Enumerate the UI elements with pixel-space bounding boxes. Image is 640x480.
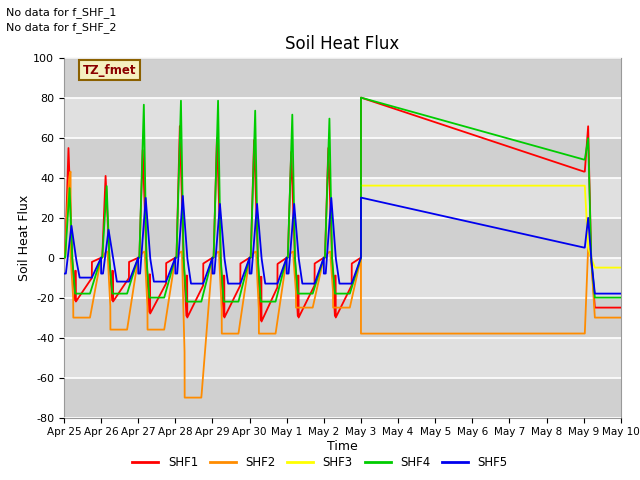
Bar xyxy=(64,298,621,337)
Text: No data for f_SHF_1: No data for f_SHF_1 xyxy=(6,7,116,18)
Bar xyxy=(64,178,621,217)
Text: No data for f_SHF_2: No data for f_SHF_2 xyxy=(6,22,117,33)
Bar xyxy=(64,58,621,97)
Legend: SHF1, SHF2, SHF3, SHF4, SHF5: SHF1, SHF2, SHF3, SHF4, SHF5 xyxy=(127,452,513,474)
Bar xyxy=(64,97,621,138)
Title: Soil Heat Flux: Soil Heat Flux xyxy=(285,35,399,53)
Bar xyxy=(64,217,621,258)
X-axis label: Time: Time xyxy=(327,440,358,453)
Bar xyxy=(64,138,621,178)
Text: TZ_fmet: TZ_fmet xyxy=(83,64,136,77)
Bar xyxy=(64,378,621,418)
Bar xyxy=(64,337,621,378)
Bar xyxy=(64,258,621,298)
Y-axis label: Soil Heat Flux: Soil Heat Flux xyxy=(17,194,31,281)
